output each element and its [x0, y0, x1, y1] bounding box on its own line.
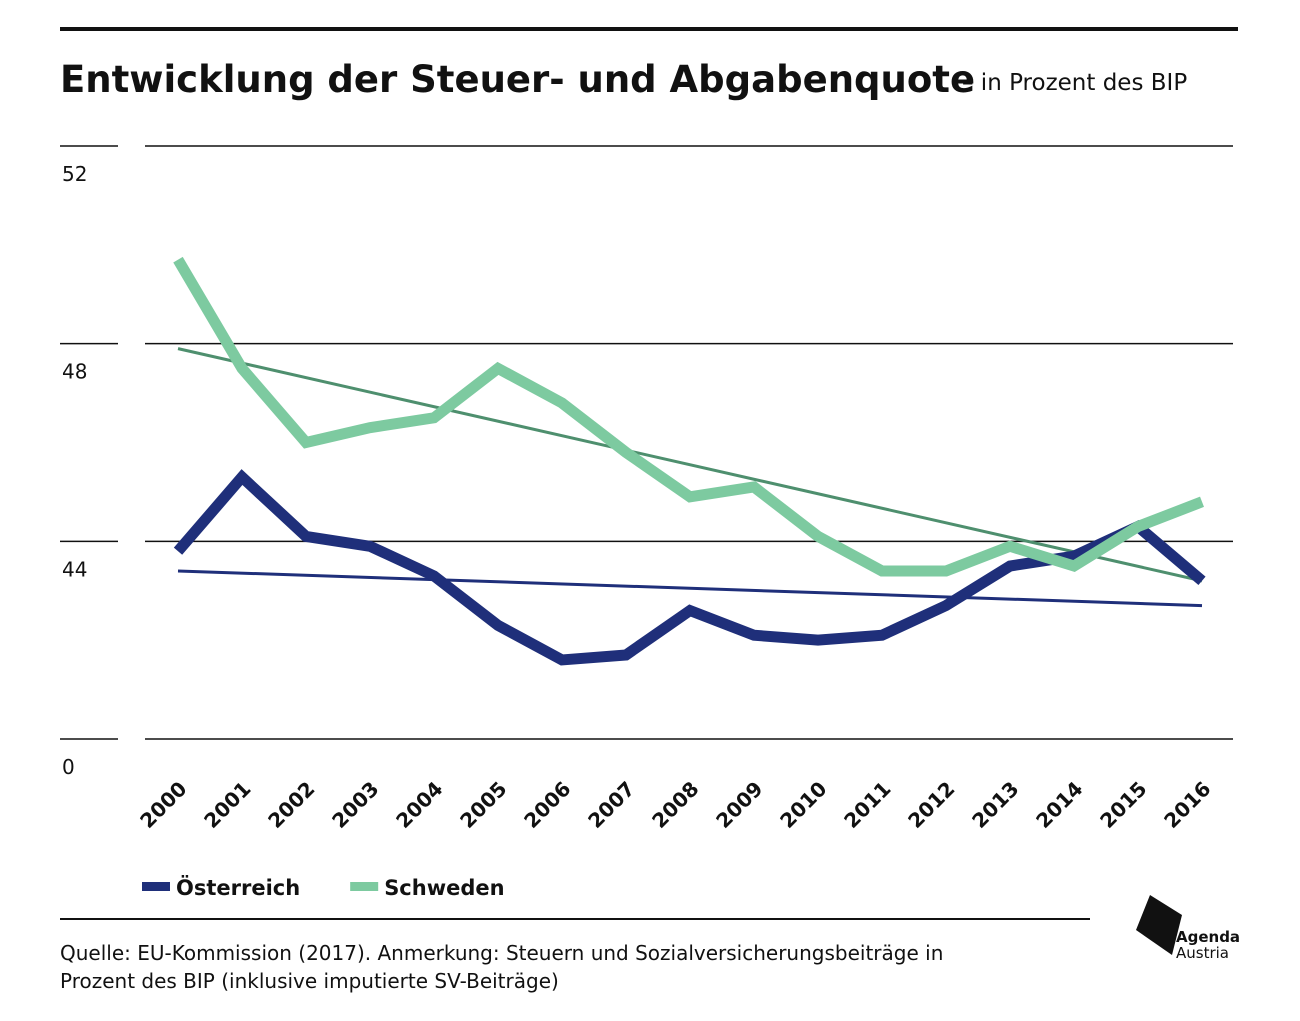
x-tick-label: 2006 — [519, 777, 575, 833]
legend-label: Schweden — [384, 876, 504, 900]
x-tick-label: 2002 — [263, 777, 319, 833]
x-tick-label: 2011 — [839, 777, 895, 833]
source-note: Quelle: EU-Kommission (2017). Anmerkung:… — [60, 941, 943, 965]
x-tick-label: 2007 — [583, 777, 639, 833]
x-tick-label: 2004 — [391, 777, 447, 833]
source-note: Prozent des BIP (inklusive imputierte SV… — [60, 969, 559, 993]
y-tick-label: 48 — [62, 360, 87, 384]
legend-swatch — [350, 882, 379, 891]
x-tick-label: 2012 — [903, 777, 959, 833]
y-tick-label: 0 — [62, 755, 75, 779]
series-line — [173, 469, 1206, 666]
chart-title: Entwicklung der Steuer- und Abgabenquote — [60, 58, 975, 101]
x-tick-label: 2016 — [1159, 777, 1215, 833]
x-tick-label: 2009 — [711, 777, 767, 833]
trend-line — [177, 569, 1203, 608]
chart-subtitle: – in Prozent des BIP — [962, 70, 1187, 96]
x-tick-label: 2003 — [327, 777, 383, 833]
x-tick-label: 2000 — [135, 777, 191, 833]
legend-swatch — [142, 882, 170, 891]
logo-icon — [1136, 895, 1182, 955]
y-tick-label: 52 — [62, 162, 87, 186]
trend-line — [177, 347, 1203, 583]
bottom-rule — [60, 918, 1090, 920]
x-tick-label: 2015 — [1095, 777, 1151, 833]
x-tick-label: 2005 — [455, 777, 511, 833]
y-tick-label: 44 — [62, 557, 87, 581]
x-tick-label: 2001 — [199, 777, 255, 833]
x-tick-label: 2014 — [1031, 777, 1087, 833]
logo-text: Agenda — [1176, 928, 1240, 946]
x-tick-label: 2013 — [967, 777, 1023, 833]
x-tick-label: 2008 — [647, 777, 703, 833]
logo-text: Austria — [1176, 944, 1229, 962]
x-tick-label: 2010 — [775, 777, 831, 833]
series-line — [173, 256, 1204, 577]
top-rule — [60, 27, 1238, 31]
legend-label: Österreich — [176, 875, 300, 900]
